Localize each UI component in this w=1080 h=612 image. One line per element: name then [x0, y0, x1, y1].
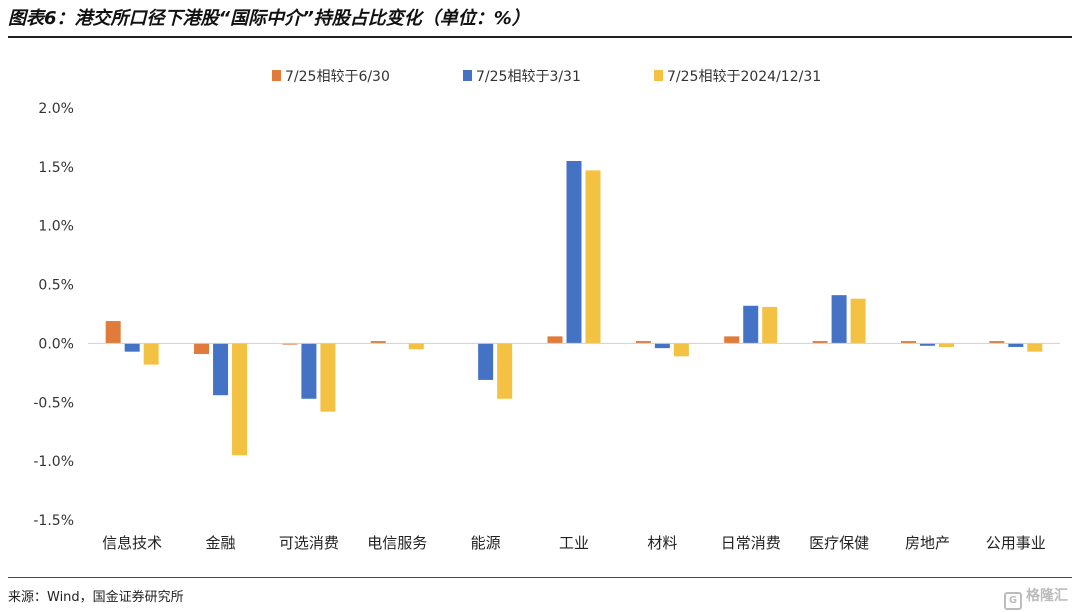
y-axis: 2.0% 1.5% 1.0% 0.5% 0.0% -0.5% -1.0% -1.5% [33, 101, 74, 529]
x-category-label: 公用事业 [986, 534, 1046, 552]
y-tick-label: 2.0% [38, 101, 74, 117]
bar-2-5 [478, 343, 494, 380]
y-tick-label: 1.0% [38, 219, 74, 235]
bar-2-10 [919, 343, 935, 346]
legend-label-3: 7/25相较于2024/12/31 [667, 69, 821, 85]
source-note: 来源：Wind，国金证券研究所 [8, 590, 184, 605]
bar-3-9 [850, 298, 866, 344]
x-axis: 信息技术 金融 可选消费 电信服务 能源 工业 材料 日常消费 医疗保健 房地产 公用事业 [102, 534, 1046, 552]
bar-3-6 [585, 170, 601, 344]
x-category-label: 能源 [471, 534, 501, 552]
legend-label-2: 7/25相较于3/31 [476, 69, 581, 85]
bar-3-5 [497, 343, 513, 399]
bar-2-11 [1008, 343, 1024, 347]
bar-3-8 [762, 306, 778, 344]
y-tick-label: -0.5% [33, 395, 74, 411]
bar-2-8 [743, 305, 759, 344]
bar-3-10 [938, 343, 954, 347]
bar-2-3 [301, 343, 317, 399]
x-category-label: 工业 [559, 534, 589, 552]
bar-3-11 [1027, 343, 1043, 352]
legend-label-1: 7/25相较于6/30 [285, 69, 390, 85]
legend-swatch-1 [272, 70, 281, 81]
chart-legend: 7/25相较于6/30 7/25相较于3/31 7/25相较于2024/12/31 [272, 69, 821, 85]
x-category-label: 可选消费 [279, 534, 339, 552]
bar-3-1 [143, 343, 159, 365]
x-category-label: 材料 [647, 534, 677, 552]
legend-swatch-3 [654, 70, 663, 81]
bar-1-2 [194, 343, 210, 355]
y-tick-label: 1.5% [38, 160, 74, 176]
x-category-label: 信息技术 [102, 534, 162, 552]
x-category-label: 房地产 [905, 534, 950, 552]
bar-2-2 [213, 343, 229, 396]
logo-icon: G [1004, 592, 1022, 610]
y-tick-label: 0.5% [38, 278, 74, 294]
bar-2-9 [831, 295, 847, 344]
watermark-logo: G 格隆汇 [1004, 585, 1068, 610]
bar-chart: 7/25相较于6/30 7/25相较于3/31 7/25相较于2024/12/31 … [33, 69, 1060, 552]
bar-1-9 [812, 341, 828, 344]
y-tick-label: 0.0% [38, 336, 74, 352]
bar-3-2 [232, 343, 248, 456]
bar-3-7 [673, 343, 689, 357]
bar-1-1 [105, 321, 121, 344]
x-category-label: 电信服务 [367, 534, 427, 552]
title-underline [8, 36, 1072, 38]
footer-rule [8, 577, 1072, 578]
bar-1-7 [635, 341, 651, 344]
y-tick-label: -1.0% [33, 454, 74, 470]
bar-1-8 [724, 336, 740, 344]
bar-1-10 [900, 341, 916, 344]
bar-1-11 [989, 341, 1005, 344]
bar-2-6 [566, 160, 582, 344]
bar-2-7 [654, 343, 670, 349]
bar-1-4 [370, 341, 386, 344]
x-category-label: 金融 [206, 534, 236, 552]
bar-3-4 [408, 343, 424, 350]
bar-1-3 [282, 343, 298, 345]
watermark-text: 格隆汇 [1026, 588, 1068, 604]
bars-group [105, 160, 1043, 456]
bar-1-6 [547, 336, 563, 344]
x-category-label: 医疗保健 [809, 534, 869, 552]
bar-3-3 [320, 343, 336, 412]
bar-2-1 [124, 343, 140, 352]
y-tick-label: -1.5% [33, 513, 74, 529]
legend-swatch-2 [463, 70, 472, 81]
figure-title: 图表6：港交所口径下港股“国际中介”持股占比变化（单位：%） [8, 8, 530, 29]
x-category-label: 日常消费 [721, 534, 781, 552]
